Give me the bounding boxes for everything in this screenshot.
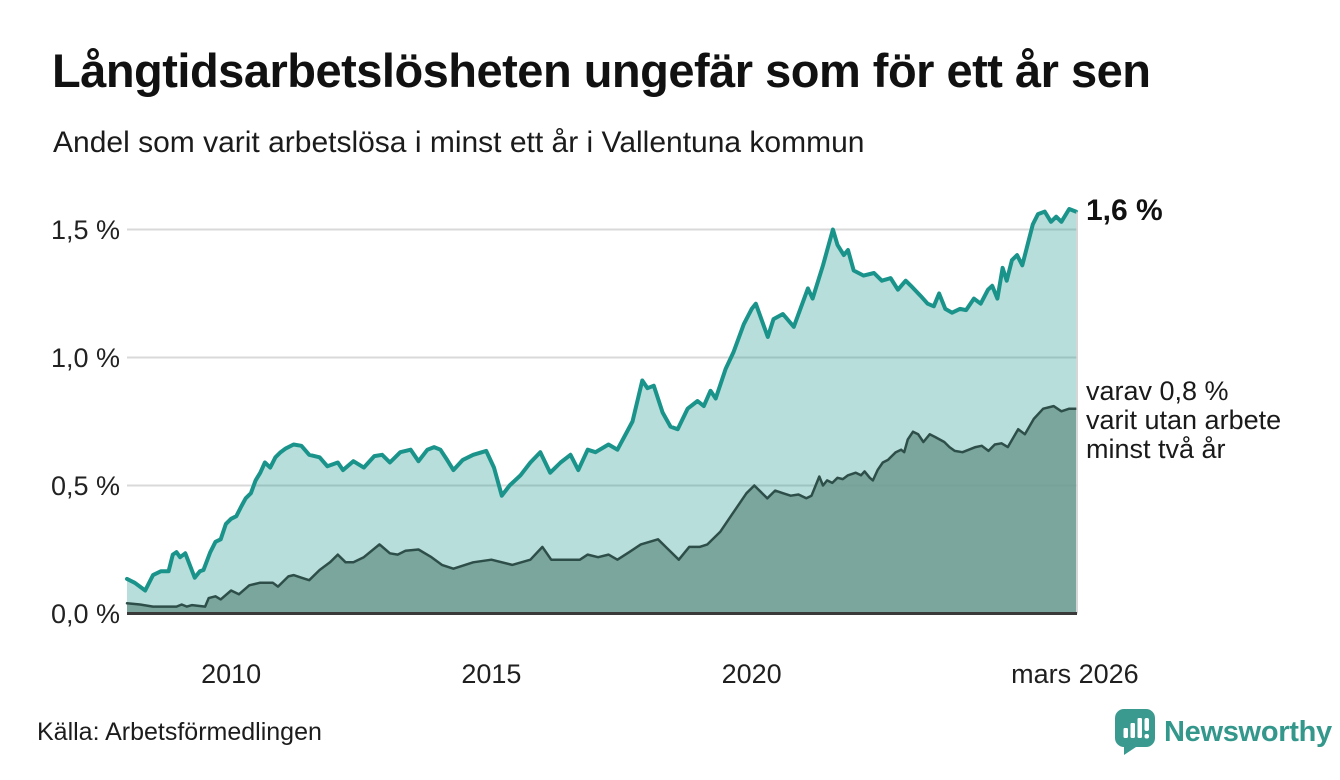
x-axis-tick-label: 2010 <box>201 659 262 689</box>
series-line <box>125 207 1078 593</box>
newsworthy-bar-chart-bubble-icon <box>1115 709 1155 755</box>
annotation-line: varit utan arbete <box>1086 405 1282 435</box>
x-axis-tick-label: 2015 <box>461 659 522 689</box>
end-value-label: 1,6 % <box>1086 194 1163 227</box>
y-axis-tick-label: 1,5 % <box>50 214 120 245</box>
annotation-line: varav 0,8 % <box>1086 376 1229 406</box>
x-axis-tick-label: 2020 <box>721 659 782 689</box>
secondary-series-annotation: varav 0,8 % varit utan arbete minst två … <box>1086 377 1281 464</box>
y-axis-tick-label: 0,0 % <box>50 598 120 629</box>
annotation-line: minst två år <box>1086 434 1226 464</box>
y-axis-tick-label: 1,0 % <box>50 342 120 373</box>
source-label: Källa: Arbetsförmedlingen <box>37 718 322 746</box>
page-subtitle: Andel som varit arbetslösa i minst ett å… <box>53 126 865 159</box>
series-area <box>127 406 1076 614</box>
y-axis-tick-label: 0,5 % <box>50 470 120 501</box>
x-axis-tick-label: mars 2026 <box>1011 659 1139 689</box>
newsworthy-logo: Newsworthy <box>1115 708 1332 756</box>
page-title: Långtidsarbetslösheten ungefär som för e… <box>52 44 1151 97</box>
series-line <box>125 404 1078 608</box>
newsworthy-wordmark: Newsworthy <box>1164 715 1332 748</box>
